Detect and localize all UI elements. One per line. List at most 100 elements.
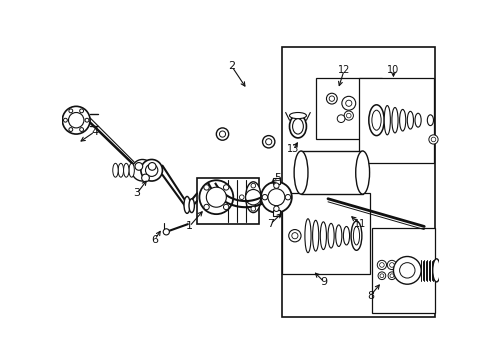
- Ellipse shape: [350, 221, 361, 250]
- Circle shape: [288, 230, 301, 242]
- Ellipse shape: [391, 108, 397, 133]
- Circle shape: [346, 113, 350, 118]
- Text: 4: 4: [91, 127, 98, 137]
- Text: 6: 6: [151, 235, 158, 244]
- Circle shape: [223, 185, 228, 190]
- Ellipse shape: [129, 163, 134, 177]
- Circle shape: [69, 127, 73, 131]
- Bar: [272, 178, 280, 184]
- Circle shape: [387, 272, 395, 280]
- Circle shape: [141, 159, 162, 181]
- Circle shape: [377, 260, 386, 270]
- Circle shape: [377, 272, 385, 280]
- Circle shape: [80, 109, 83, 113]
- Circle shape: [267, 189, 285, 206]
- Ellipse shape: [335, 225, 341, 247]
- Ellipse shape: [312, 220, 318, 251]
- Text: 5: 5: [274, 173, 281, 183]
- Circle shape: [285, 194, 290, 200]
- Circle shape: [393, 256, 420, 284]
- Ellipse shape: [123, 163, 129, 177]
- Circle shape: [216, 128, 228, 140]
- Circle shape: [261, 182, 291, 213]
- Circle shape: [145, 164, 158, 176]
- Ellipse shape: [371, 110, 380, 130]
- Circle shape: [344, 111, 353, 120]
- Circle shape: [291, 233, 297, 239]
- Ellipse shape: [189, 199, 194, 213]
- Ellipse shape: [183, 197, 190, 213]
- Ellipse shape: [327, 223, 333, 248]
- Bar: [281, 47, 434, 316]
- Bar: [197, 178, 258, 224]
- Text: 2: 2: [228, 61, 235, 71]
- Circle shape: [203, 185, 209, 190]
- Text: 11: 11: [353, 219, 366, 229]
- Circle shape: [265, 139, 271, 145]
- Ellipse shape: [384, 105, 389, 135]
- Bar: [371, 228, 434, 313]
- Ellipse shape: [407, 111, 413, 129]
- Text: 9: 9: [320, 277, 327, 287]
- Ellipse shape: [245, 182, 261, 213]
- Bar: [358, 78, 433, 163]
- Circle shape: [223, 204, 228, 210]
- Ellipse shape: [414, 113, 420, 127]
- Circle shape: [148, 163, 156, 170]
- Circle shape: [131, 159, 153, 181]
- Text: 10: 10: [386, 65, 399, 75]
- Circle shape: [337, 115, 344, 122]
- Text: 3: 3: [133, 188, 140, 198]
- Circle shape: [262, 194, 267, 200]
- Ellipse shape: [118, 163, 123, 177]
- Ellipse shape: [355, 151, 369, 194]
- Ellipse shape: [113, 163, 118, 177]
- Text: 8: 8: [366, 291, 373, 301]
- Circle shape: [430, 137, 435, 142]
- Circle shape: [389, 263, 393, 267]
- Circle shape: [328, 96, 334, 101]
- Circle shape: [239, 195, 244, 199]
- Ellipse shape: [368, 105, 384, 136]
- Circle shape: [379, 274, 383, 278]
- Circle shape: [219, 131, 225, 137]
- Ellipse shape: [289, 115, 306, 138]
- Circle shape: [386, 260, 396, 270]
- Circle shape: [245, 189, 261, 205]
- Circle shape: [379, 263, 384, 267]
- Circle shape: [389, 274, 393, 278]
- Circle shape: [203, 204, 209, 210]
- Text: 13: 13: [286, 144, 299, 154]
- Circle shape: [206, 187, 226, 207]
- Text: 7: 7: [266, 219, 273, 229]
- Ellipse shape: [320, 222, 326, 249]
- Circle shape: [63, 118, 67, 122]
- Circle shape: [428, 135, 437, 144]
- Circle shape: [135, 163, 142, 170]
- Ellipse shape: [289, 112, 306, 119]
- Circle shape: [273, 183, 279, 188]
- Circle shape: [199, 180, 233, 214]
- Ellipse shape: [292, 119, 303, 134]
- Ellipse shape: [343, 226, 349, 245]
- Ellipse shape: [399, 109, 405, 131]
- Ellipse shape: [293, 151, 307, 194]
- Circle shape: [262, 195, 266, 199]
- Bar: [301, 151, 362, 194]
- Ellipse shape: [427, 115, 432, 126]
- Circle shape: [326, 93, 337, 104]
- Circle shape: [163, 229, 169, 235]
- Text: 12: 12: [337, 65, 349, 75]
- Circle shape: [250, 206, 255, 211]
- Ellipse shape: [305, 219, 310, 253]
- Bar: [272, 210, 280, 216]
- Bar: [281, 193, 369, 274]
- Circle shape: [399, 263, 414, 278]
- Circle shape: [62, 106, 90, 134]
- Circle shape: [85, 118, 89, 122]
- Text: 1: 1: [185, 221, 192, 231]
- Circle shape: [69, 109, 73, 113]
- Circle shape: [142, 174, 149, 182]
- Circle shape: [68, 112, 84, 128]
- Ellipse shape: [353, 226, 359, 245]
